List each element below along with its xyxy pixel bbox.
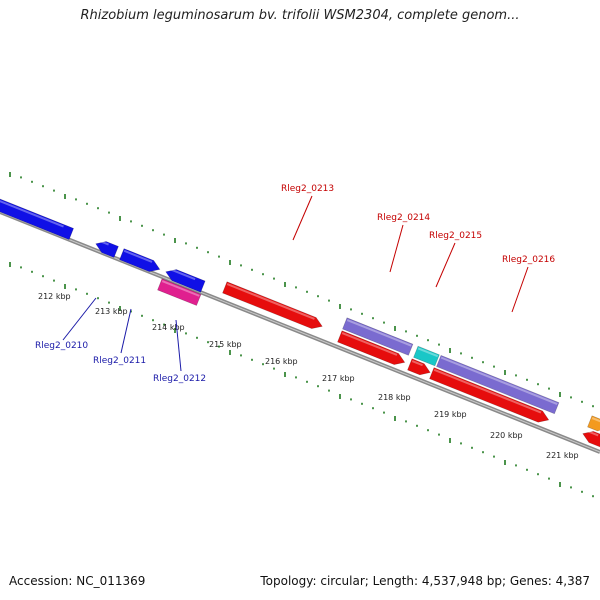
gene-rleg2-0210[interactable] [94, 238, 119, 258]
gene-feature-0214[interactable] [342, 317, 414, 356]
gene-rleg2-0212-upper-shape[interactable] [164, 266, 206, 293]
gene-feature-0216-shape[interactable] [436, 355, 560, 415]
topology-text: Topology: circular; Length: 4,537,948 bp… [260, 574, 590, 588]
gene-rleg2-0217-red[interactable] [581, 428, 600, 449]
gene-label-rleg2-0215[interactable]: Rleg2_0215 [429, 231, 482, 241]
kbp-label: 220 kbp [490, 431, 523, 440]
kbp-label: 221 kbp [546, 451, 579, 460]
gene-rleg2-0213[interactable] [222, 281, 325, 332]
kbp-label: 215 kbp [209, 340, 242, 349]
gene-rleg2-0210-shape[interactable] [94, 238, 119, 258]
gene-rleg2-0214-highlight [341, 332, 398, 356]
gene-feature-0215-shape[interactable] [413, 345, 440, 367]
gene-feature-0214-shape[interactable] [342, 317, 414, 356]
kbp-label: 217 kbp [322, 374, 355, 383]
gene-rleg2-0217-orange-highlight [591, 417, 600, 423]
gene-rleg2-0212-shape[interactable] [157, 278, 202, 306]
gene-rleg2-0217-orange-shape[interactable] [587, 415, 600, 434]
gene-rleg2-0212-upper-highlight [167, 267, 196, 281]
gene-label-rleg2-0212[interactable]: Rleg2_0212 [153, 374, 206, 384]
gene-rleg2-0214[interactable] [337, 330, 407, 368]
gene-feature-0216[interactable] [436, 355, 560, 415]
gene-label-leader [389, 224, 404, 273]
gene-label-leader [175, 319, 182, 372]
gene-rleg2-0216-highlight [433, 368, 542, 414]
gene-rleg2-0212[interactable] [157, 278, 202, 306]
gene-rleg2-0215-highlight [411, 360, 423, 367]
gene-rleg2-0209-shape[interactable] [0, 195, 74, 240]
genome-backbone-highlight [0, 211, 600, 453]
gene-feature-0214-highlight [346, 319, 412, 347]
kbp-label: 218 kbp [378, 393, 411, 402]
gene-label-rleg2-0211[interactable]: Rleg2_0211 [93, 356, 146, 366]
kbp-label: 216 kbp [265, 357, 298, 366]
gene-rleg2-0212-upper[interactable] [164, 266, 206, 293]
gene-rleg2-0217-red-highlight [584, 429, 599, 437]
map-title: Rhizobium leguminosarum bv. trifolii WSM… [80, 8, 520, 23]
gene-rleg2-0215[interactable] [407, 358, 433, 378]
kbp-label: 213 kbp [95, 307, 128, 316]
gene-rleg2-0217-orange[interactable] [587, 415, 600, 434]
gene-rleg2-0216[interactable] [429, 367, 551, 426]
gene-rleg2-0211-shape[interactable] [119, 248, 163, 275]
gene-label-leader [120, 308, 132, 354]
gene-label-rleg2-0210[interactable]: Rleg2_0210 [35, 341, 88, 351]
gene-label-leader [62, 297, 97, 341]
gene-rleg2-0216-shape[interactable] [429, 367, 551, 426]
kbp-label: 212 kbp [38, 292, 71, 301]
kbp-label: 214 kbp [152, 323, 185, 332]
gene-label-rleg2-0213[interactable]: Rleg2_0213 [281, 184, 334, 194]
kbp-label: 219 kbp [434, 410, 467, 419]
gene-rleg2-0214-shape[interactable] [337, 330, 407, 368]
gene-rleg2-0213-highlight [226, 283, 315, 320]
gene-feature-0216-highlight [440, 356, 558, 405]
gene-label-leader [511, 266, 529, 313]
gene-rleg2-0211-highlight [123, 249, 153, 263]
gene-label-leader [435, 242, 456, 288]
gene-rleg2-0215-shape[interactable] [407, 358, 433, 378]
gene-rleg2-0209[interactable] [0, 195, 74, 240]
gene-label-rleg2-0214[interactable]: Rleg2_0214 [377, 213, 430, 223]
gene-rleg2-0210-highlight [97, 239, 109, 246]
gene-rleg2-0212-highlight [161, 280, 200, 297]
gene-rleg2-0213-shape[interactable] [222, 281, 325, 332]
gene-feature-0215[interactable] [413, 345, 440, 367]
gene-feature-0215-highlight [417, 347, 439, 358]
gene-label-leader [292, 195, 313, 241]
accession-text: Accession: NC_011369 [9, 574, 146, 588]
gene-rleg2-0211[interactable] [119, 248, 163, 275]
gene-label-rleg2-0216[interactable]: Rleg2_0216 [502, 255, 555, 265]
gene-rleg2-0217-red-shape[interactable] [581, 428, 600, 449]
gene-rleg2-0209-highlight [0, 196, 64, 228]
